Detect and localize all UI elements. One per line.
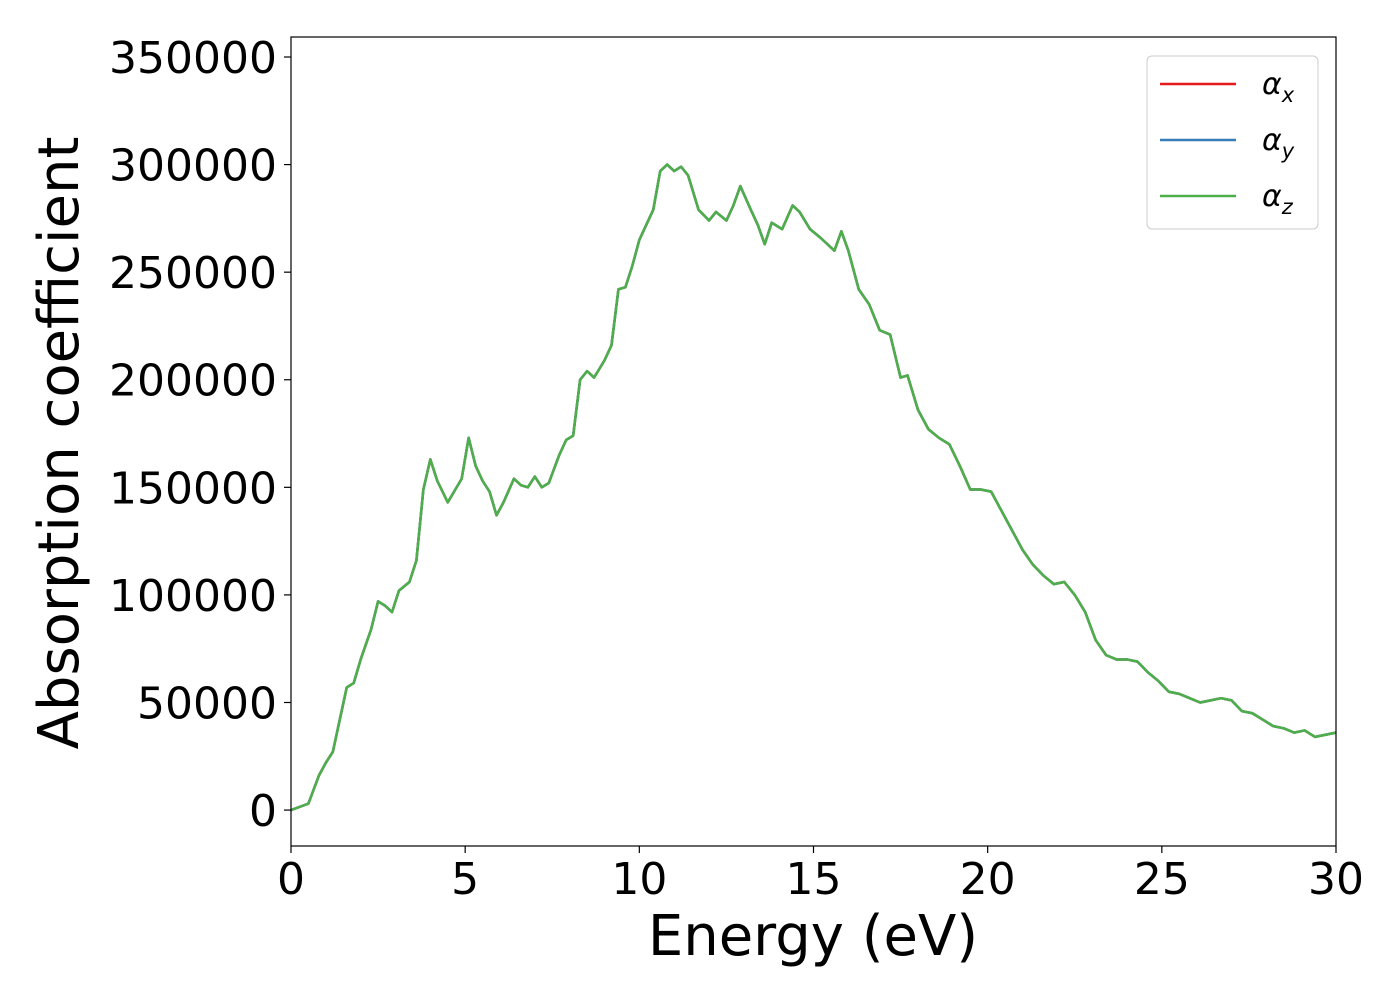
legend-label: αx [1262,67,1295,107]
x-tick-label: 20 [960,854,1016,905]
legend-label: αy [1262,123,1295,163]
x-axis-label: Energy (eV) [648,904,978,969]
legend-label: αz [1262,179,1294,219]
x-tick-label: 15 [786,854,842,905]
x-tick-label: 30 [1308,854,1364,905]
y-tick-label: 50000 [137,678,277,729]
x-tick-label: 0 [277,854,305,905]
x-tick-label: 5 [451,854,479,905]
y-tick-label: 100000 [109,571,277,622]
y-tick-label: 200000 [109,356,277,407]
y-tick-label: 150000 [109,463,277,514]
legend-box [1146,55,1319,230]
line [291,163,1336,812]
y-tick-label: 250000 [109,248,277,299]
y-tick-label: 350000 [109,33,277,84]
y-tick-label: 0 [249,786,277,837]
line [291,163,1336,812]
y-axis-label: Absorption coefficient [27,137,92,750]
x-tick-label: 25 [1134,854,1190,905]
x-tick-label: 10 [611,854,667,905]
y-tick-label: 300000 [109,141,277,192]
line [291,163,1336,812]
plot-frame [290,36,1337,847]
